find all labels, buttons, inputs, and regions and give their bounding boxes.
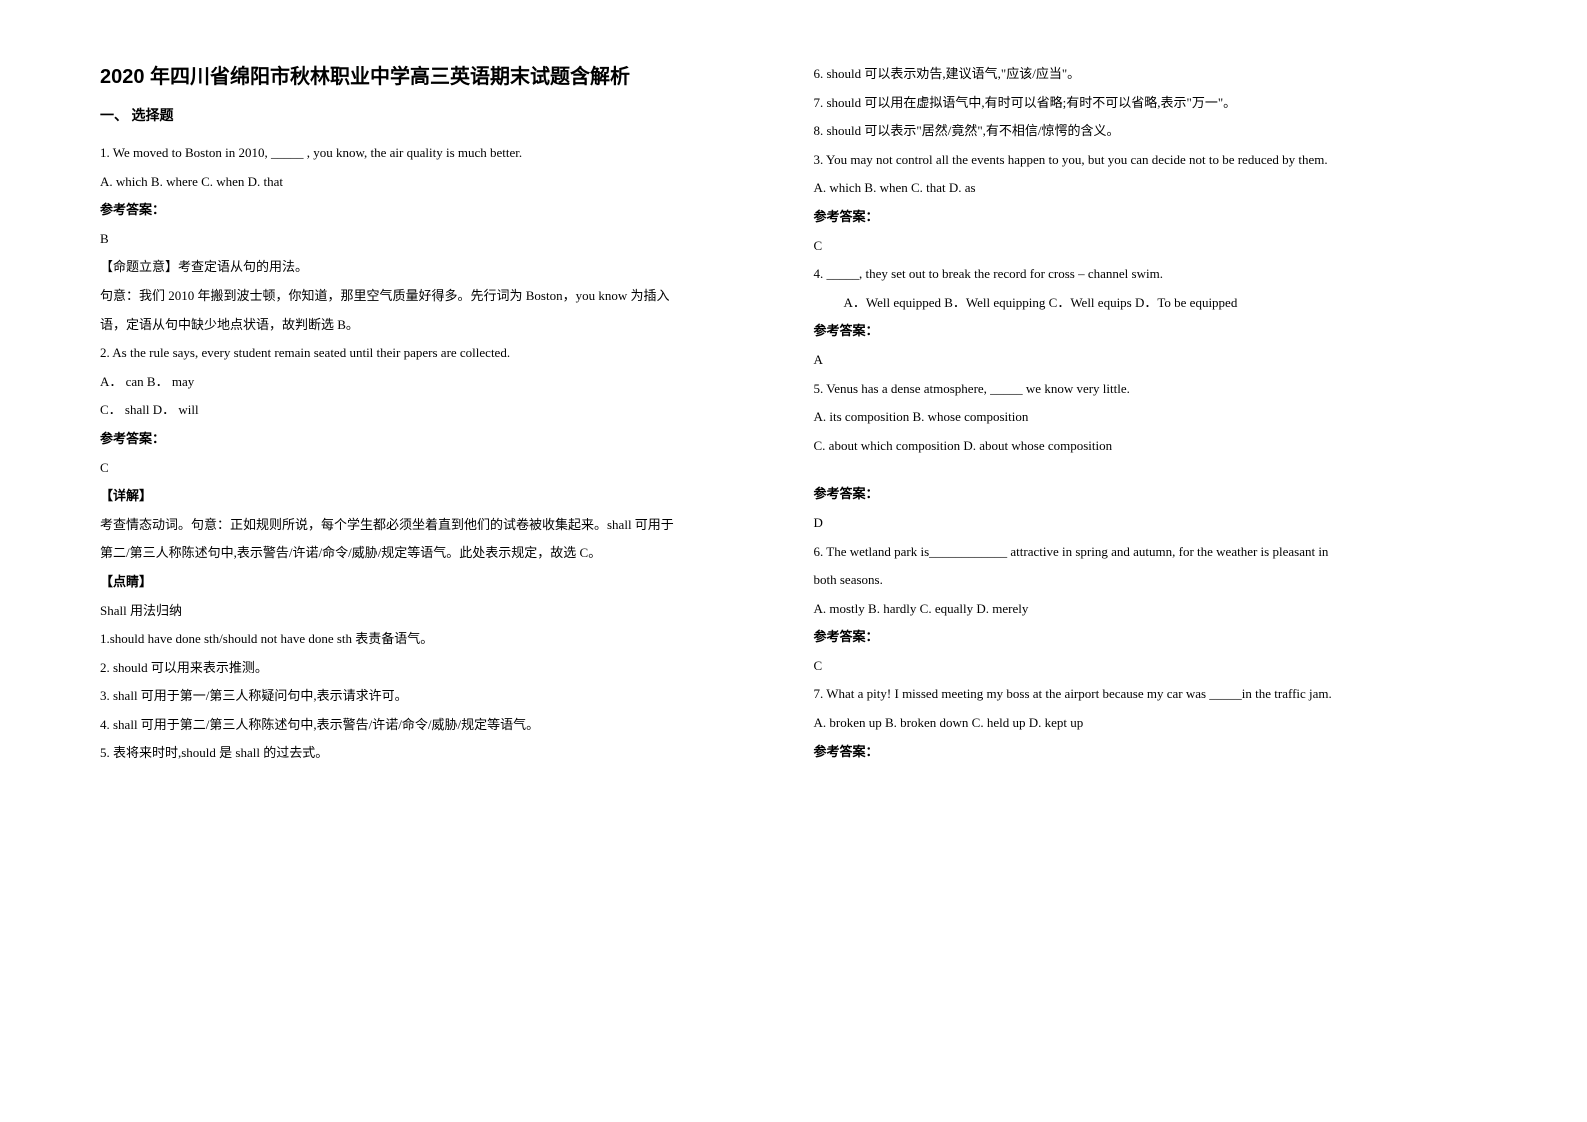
tip-7: 7. should 可以用在虚拟语气中,有时可以省略;有时不可以省略,表示"万一… — [814, 89, 1488, 118]
q5-answer: D — [814, 509, 1488, 538]
q7-stem: 7. What a pity! I missed meeting my boss… — [814, 680, 1488, 709]
page-container: 2020 年四川省绵阳市秋林职业中学高三英语期末试题含解析 一、 选择题 1. … — [0, 0, 1587, 788]
tip-2: 2. should 可以用来表示推测。 — [100, 654, 774, 683]
q3-answer: C — [814, 232, 1488, 261]
q3-answer-label: 参考答案： — [814, 203, 1488, 232]
section-heading: 一、 选择题 — [100, 105, 774, 125]
tips-label: 【点睛】 — [100, 568, 774, 597]
tip-8: 8. should 可以表示"居然/竟然",有不相信/惊愕的含义。 — [814, 117, 1488, 146]
tip-4: 4. shall 可用于第二/第三人称陈述句中,表示警告/许诺/命令/威胁/规定… — [100, 711, 774, 740]
q5-option-ab: A. its composition B. whose composition — [814, 403, 1488, 432]
q1-answer: B — [100, 225, 774, 254]
q6-answer-label: 参考答案： — [814, 623, 1488, 652]
q5-stem: 5. Venus has a dense atmosphere, _____ w… — [814, 375, 1488, 404]
q3-options: A. which B. when C. that D. as — [814, 174, 1488, 203]
q1-options: A. which B. where C. when D. that — [100, 168, 774, 197]
document-title: 2020 年四川省绵阳市秋林职业中学高三英语期末试题含解析 — [100, 60, 774, 89]
q6-answer: C — [814, 652, 1488, 681]
q4-answer-label: 参考答案： — [814, 317, 1488, 346]
q1-note-1: 【命题立意】考查定语从句的用法。 — [100, 253, 774, 282]
q1-note-2: 句意：我们 2010 年搬到波士顿，你知道，那里空气质量好得多。先行词为 Bos… — [100, 282, 774, 311]
q2-answer-label: 参考答案： — [100, 425, 774, 454]
q2-note-2: 第二/第三人称陈述句中,表示警告/许诺/命令/威胁/规定等语气。此处表示规定，故… — [100, 539, 774, 568]
tip-5: 5. 表将来时时,should 是 shall 的过去式。 — [100, 739, 774, 768]
q4-stem: 4. _____, they set out to break the reco… — [814, 260, 1488, 289]
tips-title: Shall 用法归纳 — [100, 597, 774, 626]
q2-option-ab: A． can B． may — [100, 368, 774, 397]
q5-option-cd: C. about which composition D. about whos… — [814, 432, 1488, 461]
q6-stem-1: 6. The wetland park is____________ attra… — [814, 538, 1488, 567]
spacer — [814, 460, 1488, 480]
q7-options: A. broken up B. broken down C. held up D… — [814, 709, 1488, 738]
q4-answer: A — [814, 346, 1488, 375]
q1-note-3: 语，定语从句中缺少地点状语，故判断选 B。 — [100, 311, 774, 340]
q2-answer: C — [100, 454, 774, 483]
q2-note-1: 考查情态动词。句意：正如规则所说，每个学生都必须坐着直到他们的试卷被收集起来。s… — [100, 511, 774, 540]
q5-answer-label: 参考答案： — [814, 480, 1488, 509]
tip-1: 1.should have done sth/should not have d… — [100, 625, 774, 654]
tip-3: 3. shall 可用于第一/第三人称疑问句中,表示请求许可。 — [100, 682, 774, 711]
q6-stem-2: both seasons. — [814, 566, 1488, 595]
right-column: 6. should 可以表示劝告,建议语气,"应该/应当"。 7. should… — [814, 60, 1488, 768]
q4-options: A．Well equipped B．Well equipping C．Well … — [814, 289, 1488, 318]
q1-answer-label: 参考答案： — [100, 196, 774, 225]
left-column: 2020 年四川省绵阳市秋林职业中学高三英语期末试题含解析 一、 选择题 1. … — [100, 60, 774, 768]
q2-detail-label: 【详解】 — [100, 482, 774, 511]
q3-stem: 3. You may not control all the events ha… — [814, 146, 1488, 175]
q2-option-cd: C． shall D． will — [100, 396, 774, 425]
q2-stem: 2. As the rule says, every student remai… — [100, 339, 774, 368]
q6-options: A. mostly B. hardly C. equally D. merely — [814, 595, 1488, 624]
q7-answer-label: 参考答案： — [814, 738, 1488, 767]
tip-6: 6. should 可以表示劝告,建议语气,"应该/应当"。 — [814, 60, 1488, 89]
q1-stem: 1. We moved to Boston in 2010, _____ , y… — [100, 139, 774, 168]
